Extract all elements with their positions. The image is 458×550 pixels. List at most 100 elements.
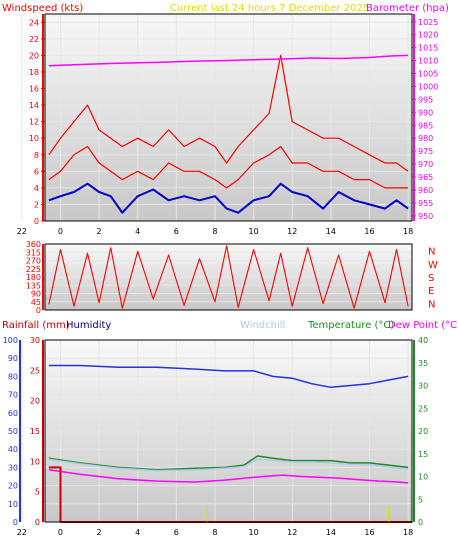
temp-y-tick-label: 15	[418, 450, 428, 459]
temp-y-tick-label: 30	[418, 382, 428, 391]
temp-x-tick-label: 14	[326, 528, 336, 537]
wind-ylabel: Windspeed (kts)	[2, 3, 83, 14]
temp-y-tick-label: 35	[418, 359, 428, 368]
wind-series	[48, 54, 409, 214]
temp-x-tick-label: 12	[287, 528, 297, 537]
baro-y-tick-label: 1020	[418, 31, 438, 40]
wind-y-tick-label: 0	[34, 217, 39, 226]
humidity-y-tick-label: 10	[8, 500, 18, 509]
baro-ylabel: Barometer (hpa)	[366, 3, 449, 14]
rain-y-tick-label: 25	[30, 366, 40, 375]
bearing-y-tick-label: 180	[26, 273, 41, 282]
legend-humidity: Humidity	[66, 320, 111, 331]
temp-chart: Rainfall (mm) Humidity Windchill Tempera…	[2, 320, 458, 537]
temp-y-tick-label: 25	[418, 404, 428, 413]
humidity-y-tick-label: 40	[8, 445, 18, 454]
wind-y-tick-label: 8	[34, 151, 39, 160]
rain-y-tick-label: 0	[35, 518, 40, 527]
wind-x-tick-label: 4	[135, 227, 140, 236]
compass-label: N	[428, 247, 435, 258]
baro-y-axis: 950 955 960 965 970 975 980 985 990 995 1000 1005 10…	[412, 14, 438, 221]
bearing-y-tick-label: 90	[31, 290, 41, 299]
temp-x-tick-label: 10	[249, 528, 259, 537]
temp-chart-legend: Rainfall (mm) Humidity Windchill Tempera…	[2, 320, 458, 331]
humidity-y-tick-label: 70	[8, 391, 18, 400]
baro-y-tick-label: 980	[418, 134, 433, 143]
rain-y-tick-label: 30	[30, 336, 40, 345]
wind-y-tick-label: 2	[34, 200, 39, 209]
baro-y-tick-label: 1005	[418, 70, 438, 79]
wind-x-axis: 2022024681012141618	[17, 227, 414, 236]
humidity-y-tick-label: 30	[8, 463, 18, 472]
bearing-y-tick-label: 45	[31, 298, 41, 307]
compass-label: N	[428, 299, 435, 310]
temperature-series-line	[48, 455, 409, 471]
wind-x-tick-label: 16	[364, 227, 374, 236]
wind-series-line	[48, 145, 409, 189]
baro-y-tick-label: 965	[418, 173, 433, 182]
temp-x-tick-label: 16	[364, 528, 374, 537]
wind-y-tick-label: 20	[29, 51, 39, 60]
compass-label: W	[428, 260, 438, 271]
baro-y-tick-label: 1025	[418, 18, 438, 27]
temp-x-tick-label: 4	[135, 528, 140, 537]
wind-plot-border	[44, 13, 413, 222]
temp-x-tick-label: 2	[97, 528, 102, 537]
humidity-y-tick-label: 60	[8, 409, 18, 418]
temp-y-axis: 0 5 10 15 20 25 30 35 40	[413, 336, 428, 527]
wind-chart: Windspeed (kts) Current last 24 hours 7 …	[2, 3, 449, 236]
wind-y-tick-label: 22	[29, 35, 39, 44]
baro-y-tick-label: 990	[418, 108, 433, 117]
rain-y-tick-label: 15	[30, 427, 40, 436]
humidity-y-tick-label: 100	[3, 336, 18, 345]
temp-x-tick-label: 6	[174, 528, 179, 537]
baro-y-tick-label: 970	[418, 160, 433, 169]
wind-gridlines	[21, 14, 412, 222]
baro-y-tick-label: 985	[418, 121, 433, 130]
dewpoint-series-line	[48, 468, 409, 484]
wind-chart-title: Current last 24 hours 7 December 2025	[170, 3, 369, 14]
temp-y-tick-label: 40	[418, 336, 428, 345]
humidity-y-tick-label: 0	[13, 518, 18, 527]
baro-y-tick-label: 1000	[418, 82, 438, 91]
wind-x-tick-label: 18	[403, 227, 413, 236]
rain-y-axis: 0 5 10 15 20 25 30	[30, 336, 44, 527]
wind-y-tick-label: 12	[29, 118, 39, 127]
bearing-y-tick-label: 315	[26, 248, 41, 257]
baro-series-line	[48, 54, 409, 67]
temp-y-tick-label: 10	[418, 473, 428, 482]
compass-label: E	[428, 286, 434, 297]
humidity-series-line	[48, 364, 409, 389]
legend-rainfall: Rainfall (mm)	[2, 320, 70, 331]
bearing-y-tick-label: 270	[26, 257, 41, 266]
wind-x-tick-label: 12	[287, 227, 297, 236]
baro-y-tick-label: 1015	[418, 44, 438, 53]
baro-y-tick-label: 975	[418, 147, 433, 156]
wind-y-tick-label: 24	[29, 18, 39, 27]
bearing-y-tick-label: 0	[36, 306, 41, 315]
wind-y-tick-label: 4	[34, 184, 39, 193]
humidity-y-axis: 0 10 20 30 40 50 60 70 80 90 100	[3, 336, 21, 527]
humidity-y-tick-label: 50	[8, 427, 18, 436]
legend-windchill: Windchill	[240, 320, 285, 331]
wind-x-tick-label: 14	[326, 227, 336, 236]
temp-y-tick-label: 20	[418, 427, 428, 436]
wind-x-tick-label: 2	[97, 227, 102, 236]
baro-y-tick-label: 995	[418, 95, 433, 104]
baro-y-tick-label: 955	[418, 199, 433, 208]
windchill-series-line	[48, 458, 409, 472]
gust-series-line	[48, 54, 409, 172]
wind-x-tick-label: 8	[212, 227, 217, 236]
temp-y-tick-label: 0	[418, 518, 423, 527]
temp-y-tick-label: 5	[418, 495, 423, 504]
rain-y-tick-label: 5	[35, 488, 40, 497]
wind-x-tick-label: 0	[58, 227, 63, 236]
wind-plot-area	[45, 14, 412, 221]
humidity-y-tick-label: 80	[8, 372, 18, 381]
bearing-y-tick-label: 360	[26, 240, 41, 249]
wind-x-tick-label: 6	[174, 227, 179, 236]
